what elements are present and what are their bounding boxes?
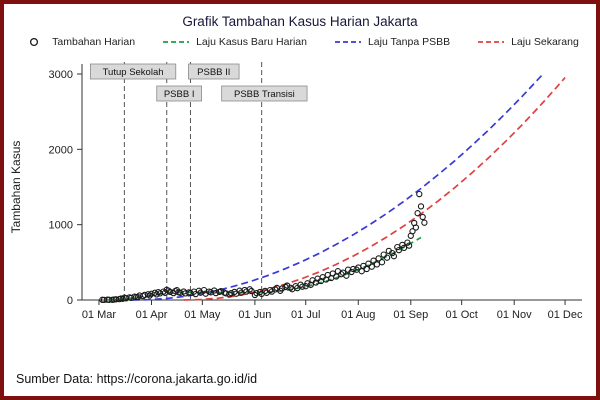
legend-item-laju-sekarang: Laju Sekarang: [476, 36, 579, 48]
legend-item-tambahan-harian: Tambahan Harian: [21, 36, 135, 48]
chart-legend: Tambahan Harian Laju Kasus Baru Harian L…: [4, 36, 596, 48]
source-note: Sumber Data: https://corona.jakarta.go.i…: [16, 372, 258, 386]
legend-label-laju-kasus-baru: Laju Kasus Baru Harian: [196, 36, 307, 48]
svg-text:01 Dec: 01 Dec: [548, 309, 583, 321]
svg-text:PSBB I: PSBB I: [164, 89, 195, 100]
svg-text:01 Sep: 01 Sep: [393, 309, 428, 321]
svg-text:01 May: 01 May: [184, 309, 221, 321]
blue-dashed-line-icon: [334, 41, 361, 43]
svg-text:Tambahan Kasus: Tambahan Kasus: [9, 141, 23, 234]
legend-item-laju-tanpa-psbb: Laju Tanpa PSBB: [333, 36, 450, 48]
svg-text:Tutup Sekolah: Tutup Sekolah: [103, 67, 164, 78]
svg-text:2000: 2000: [49, 144, 73, 156]
svg-text:01 Jun: 01 Jun: [238, 309, 271, 321]
scatter-marker-icon: [30, 37, 39, 47]
legend-item-laju-kasus-baru: Laju Kasus Baru Harian: [161, 36, 307, 48]
green-dashed-line-icon: [163, 41, 190, 43]
svg-text:01 Oct: 01 Oct: [445, 309, 477, 321]
svg-text:3000: 3000: [49, 69, 73, 81]
svg-text:PSBB Transisi: PSBB Transisi: [234, 89, 295, 100]
chart-title: Grafik Tambahan Kasus Harian Jakarta: [182, 14, 418, 29]
svg-text:01 Aug: 01 Aug: [341, 309, 375, 321]
svg-text:01 Nov: 01 Nov: [497, 309, 532, 321]
red-dashed-line-icon: [478, 41, 505, 43]
svg-text:PSBB II: PSBB II: [197, 67, 230, 78]
svg-text:01 Jul: 01 Jul: [291, 309, 320, 321]
legend-label-tambahan-harian: Tambahan Harian: [52, 36, 136, 48]
legend-label-laju-sekarang: Laju Sekarang: [511, 36, 579, 48]
legend-label-laju-tanpa-psbb: Laju Tanpa PSBB: [367, 36, 451, 48]
svg-text:0: 0: [67, 295, 73, 307]
svg-text:01 Mar: 01 Mar: [82, 309, 117, 321]
plot-area: 0 1000 2000 3000 01 Mar 01 Apr 01 May 01 Jun 01 …: [9, 62, 583, 321]
svg-text:01 Apr: 01 Apr: [136, 309, 168, 321]
svg-text:1000: 1000: [49, 220, 73, 232]
